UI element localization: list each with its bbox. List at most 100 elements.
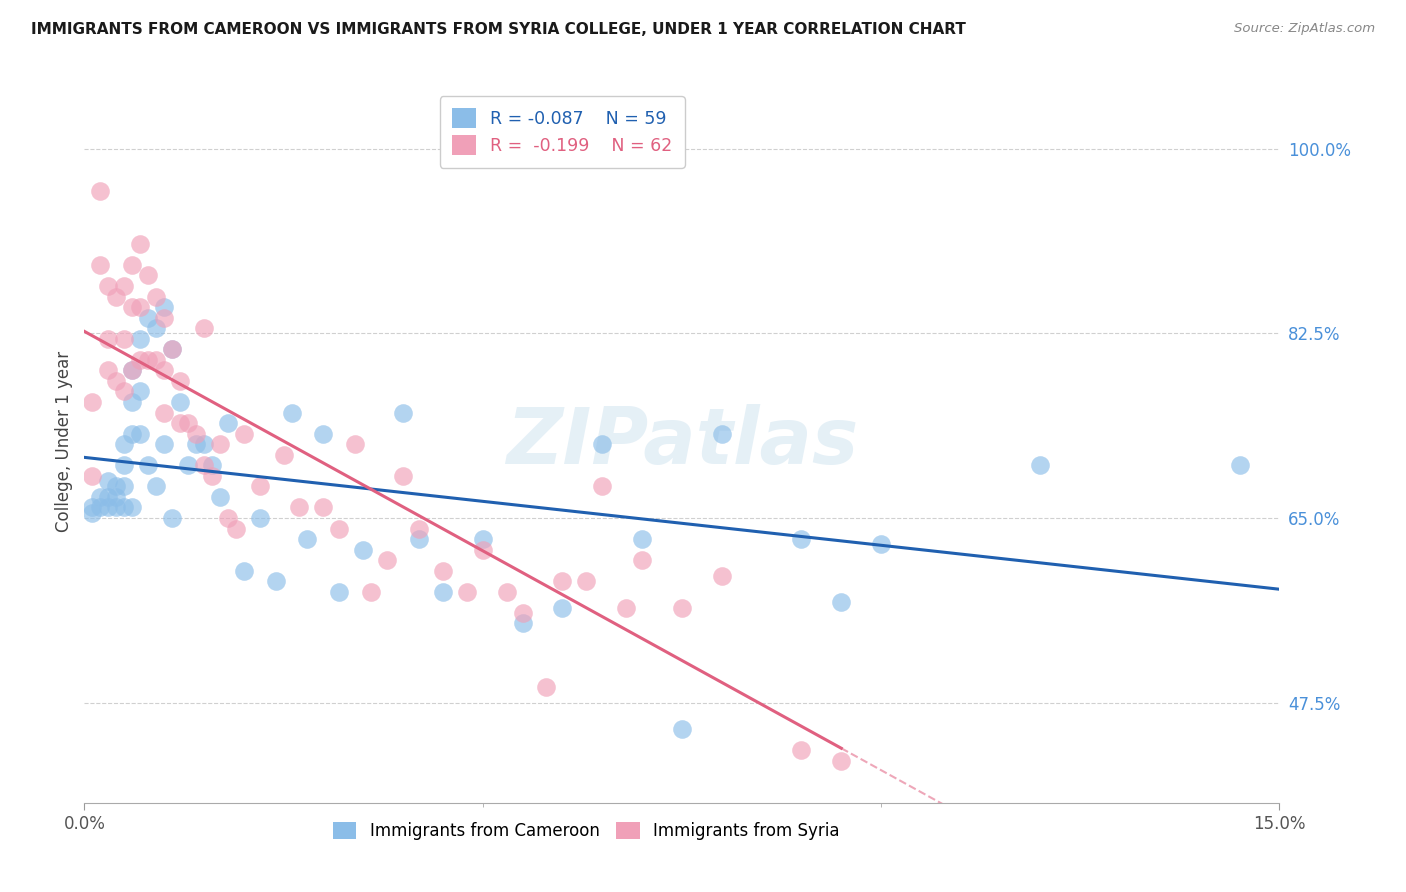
Point: [160, 511, 183, 525]
Point: [232, 564, 254, 578]
Point: [177, 416, 200, 430]
Point: [160, 343, 183, 357]
Point: [121, 300, 143, 314]
Point: [129, 236, 152, 251]
Point: [495, 585, 517, 599]
Point: [136, 352, 159, 367]
Point: [512, 606, 534, 620]
Point: [392, 468, 415, 483]
Point: [631, 553, 654, 567]
Point: [136, 268, 159, 283]
Point: [129, 384, 152, 399]
Point: [160, 343, 183, 357]
Point: [105, 289, 128, 303]
Point: [551, 600, 574, 615]
Point: [631, 532, 654, 546]
Point: [82, 500, 104, 515]
Point: [121, 363, 143, 377]
Point: [105, 374, 128, 388]
Point: [97, 474, 120, 488]
Point: [830, 595, 852, 609]
Point: [790, 743, 813, 757]
Point: [112, 279, 135, 293]
Point: [375, 553, 398, 567]
Point: [432, 585, 454, 599]
Point: [536, 680, 558, 694]
Point: [193, 321, 215, 335]
Point: [82, 468, 104, 483]
Point: [153, 437, 176, 451]
Point: [280, 405, 302, 419]
Point: [112, 437, 135, 451]
Point: [392, 405, 415, 419]
Point: [97, 279, 120, 293]
Point: [344, 437, 367, 451]
Point: [790, 532, 813, 546]
Point: [97, 363, 120, 377]
Point: [671, 600, 693, 615]
Point: [105, 479, 128, 493]
Point: [121, 395, 143, 409]
Point: [614, 600, 637, 615]
Point: [273, 448, 295, 462]
Point: [288, 500, 311, 515]
Point: [201, 458, 224, 473]
Point: [169, 395, 191, 409]
Point: [217, 511, 239, 525]
Point: [121, 500, 143, 515]
Point: [193, 458, 215, 473]
Point: [82, 395, 104, 409]
Point: [471, 532, 494, 546]
Point: [208, 437, 231, 451]
Point: [145, 289, 167, 303]
Point: [297, 532, 319, 546]
Point: [471, 542, 494, 557]
Point: [217, 416, 239, 430]
Legend: Immigrants from Cameroon, Immigrants from Syria: Immigrants from Cameroon, Immigrants fro…: [325, 814, 848, 848]
Point: [153, 300, 176, 314]
Point: [136, 310, 159, 325]
Text: IMMIGRANTS FROM CAMEROON VS IMMIGRANTS FROM SYRIA COLLEGE, UNDER 1 YEAR CORRELAT: IMMIGRANTS FROM CAMEROON VS IMMIGRANTS F…: [31, 22, 966, 37]
Point: [184, 437, 207, 451]
Point: [1029, 458, 1052, 473]
Point: [145, 352, 167, 367]
Point: [89, 500, 111, 515]
Point: [360, 585, 382, 599]
Point: [249, 511, 271, 525]
Point: [671, 722, 693, 736]
Point: [153, 310, 176, 325]
Point: [328, 522, 350, 536]
Point: [830, 754, 852, 768]
Point: [145, 321, 167, 335]
Point: [184, 426, 207, 441]
Point: [129, 426, 152, 441]
Text: ZIPatlas: ZIPatlas: [506, 403, 858, 480]
Point: [201, 468, 224, 483]
Point: [169, 374, 191, 388]
Point: [710, 426, 733, 441]
Point: [1229, 458, 1251, 473]
Point: [312, 500, 335, 515]
Text: Source: ZipAtlas.com: Source: ZipAtlas.com: [1234, 22, 1375, 36]
Point: [145, 479, 167, 493]
Point: [129, 300, 152, 314]
Point: [352, 542, 374, 557]
Point: [89, 258, 111, 272]
Point: [591, 479, 613, 493]
Point: [551, 574, 574, 589]
Point: [112, 332, 135, 346]
Point: [112, 479, 135, 493]
Point: [870, 537, 893, 551]
Point: [328, 585, 350, 599]
Point: [225, 522, 247, 536]
Point: [153, 405, 176, 419]
Point: [408, 532, 430, 546]
Point: [575, 574, 598, 589]
Point: [105, 490, 128, 504]
Point: [312, 426, 335, 441]
Point: [232, 426, 254, 441]
Point: [82, 506, 104, 520]
Point: [153, 363, 176, 377]
Point: [89, 184, 111, 198]
Point: [136, 458, 159, 473]
